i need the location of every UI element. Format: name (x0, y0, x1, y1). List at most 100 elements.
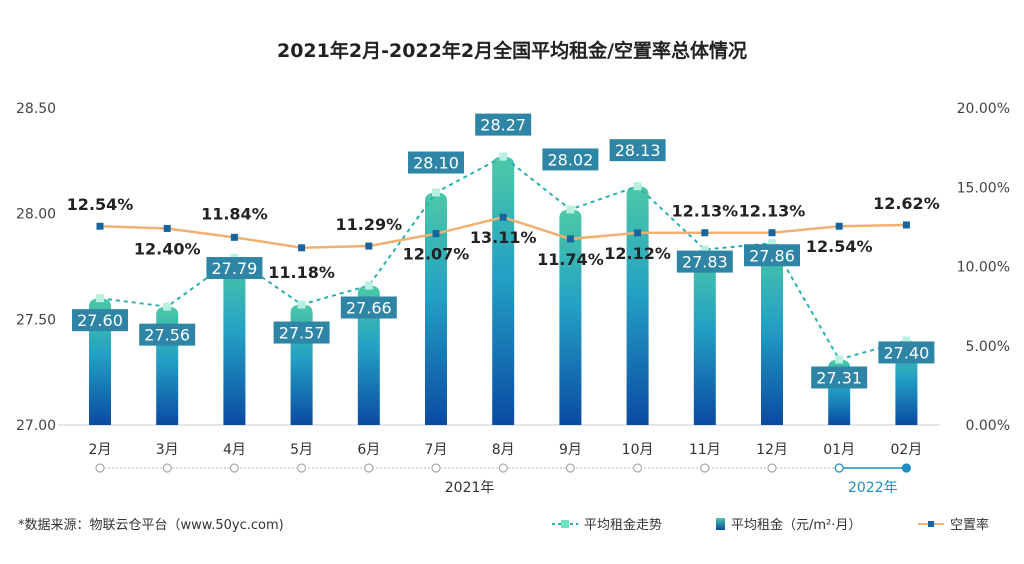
timeline-node (498, 463, 508, 473)
vacancy-marker (298, 244, 306, 252)
bar-value-label: 27.66 (346, 299, 392, 318)
trend-marker (432, 188, 440, 197)
legend-item-rent[interactable]: 平均租金（元/m²·月） (716, 514, 861, 533)
vacancy-value-label: 11.18% (268, 263, 335, 282)
bar (425, 192, 447, 425)
bar (559, 209, 582, 425)
vacancy-marker (566, 235, 574, 243)
right-tick-label: 20.00% (957, 101, 1010, 117)
bar (693, 249, 716, 425)
left-tick-label: 28.00 (16, 207, 56, 223)
x-category-label: 11月 (689, 442, 721, 458)
legend-item-vacancy[interactable]: 空置率 (918, 514, 989, 533)
bar-label-box (609, 139, 666, 162)
vacancy-value-label: 12.54% (806, 237, 873, 256)
vacancy-value-label: 13.11% (470, 228, 537, 247)
legend-item-trend[interactable]: 平均租金走势 (552, 514, 662, 533)
timeline-node (565, 463, 576, 473)
left-tick-label: 27.00 (16, 418, 56, 434)
bar-label-box (273, 321, 330, 344)
timeline-node (297, 463, 307, 473)
timeline-node (364, 463, 374, 473)
bar-value-label: 28.13 (615, 141, 661, 160)
trend-marker (835, 355, 844, 364)
legend-label-vacancy: 空置率 (950, 518, 990, 533)
x-category-label: 02月 (890, 442, 922, 458)
x-category-label: 6月 (357, 442, 380, 458)
bar-value-label: 28.02 (547, 150, 593, 169)
vacancy-value-label: 12.13% (739, 202, 806, 221)
timeline-node (632, 463, 643, 473)
trend-marker (499, 152, 508, 161)
bar-value-label: 28.27 (480, 116, 526, 135)
vacancy-marker (96, 222, 104, 230)
bar (492, 156, 515, 425)
x-category-label: 7月 (425, 442, 448, 458)
vacancy-marker (835, 222, 843, 230)
trend-marker (163, 302, 172, 311)
right-tick-label: 15.00% (957, 180, 1010, 196)
timeline-node (901, 463, 912, 473)
vacancy-marker (499, 213, 507, 221)
bar-label-box (72, 309, 128, 332)
vacancy-marker (230, 233, 238, 241)
bar-value-label: 27.60 (77, 311, 123, 330)
trend-marker (566, 205, 575, 214)
vacancy-marker (432, 230, 440, 238)
bar-label-box (744, 244, 800, 267)
x-category-label: 9月 (559, 442, 582, 458)
vacancy-marker (634, 229, 642, 237)
x-category-label: 8月 (492, 442, 515, 458)
bar-value-label: 27.56 (144, 326, 190, 345)
x-category-label: 2月 (89, 442, 112, 458)
vacancy-value-label: 12.62% (873, 194, 940, 213)
vacancy-value-label: 11.29% (335, 215, 402, 234)
bar-value-label: 27.86 (749, 246, 795, 265)
trend-marker (364, 281, 373, 290)
bar-label-box (542, 148, 599, 171)
trend-marker (768, 239, 776, 248)
bar-value-label: 27.31 (816, 368, 862, 387)
timeline-node (767, 463, 777, 473)
x-category-label: 12月 (756, 442, 788, 458)
chart-title: 2021年2月-2022年2月全国平均租金/空置率总体情况 (276, 40, 748, 62)
bar-label-box (811, 366, 868, 389)
bar-value-label: 27.83 (682, 253, 728, 272)
trend-marker (902, 336, 911, 345)
data-source-note: *数据来源：物联云仓平台（www.50yc.com) (18, 518, 284, 533)
year-label-2022: 2022年 (848, 480, 898, 496)
vacancy-marker (701, 229, 709, 237)
timeline-node (95, 463, 105, 473)
legend-swatch-rent (716, 517, 725, 530)
timeline-node (162, 463, 172, 473)
left-tick-label: 27.50 (16, 312, 56, 328)
timeline-node (834, 463, 844, 473)
x-category-label: 3月 (156, 442, 179, 458)
x-category-label: 01月 (823, 442, 855, 458)
bar-value-label: 27.40 (883, 343, 929, 362)
bar (761, 243, 783, 425)
vacancy-value-label: 11.84% (201, 204, 268, 223)
timeline-node (229, 463, 239, 473)
vacancy-value-label: 12.13% (671, 202, 738, 221)
vacancy-marker (768, 229, 776, 237)
x-category-label: 5月 (290, 442, 313, 458)
vacancy-value-label: 12.07% (403, 245, 470, 264)
vacancy-value-label: 11.74% (537, 250, 604, 269)
bar-label-box (139, 323, 196, 346)
vacancy-value-label: 12.40% (134, 239, 201, 258)
bar-label-box (475, 113, 532, 136)
left-tick-label: 28.50 (16, 101, 56, 117)
right-tick-label: 0.00% (966, 418, 1010, 434)
year-label-2021: 2021年 (445, 480, 495, 496)
x-category-label: 4月 (223, 442, 246, 458)
trend-marker (633, 182, 642, 191)
timeline-node (431, 463, 441, 473)
bar-label-box (878, 341, 935, 364)
trend-marker (700, 245, 709, 254)
bar-label-box (676, 250, 733, 273)
bar-label-box (340, 296, 397, 319)
right-tick-label: 5.00% (966, 339, 1010, 355)
bar (357, 285, 380, 425)
